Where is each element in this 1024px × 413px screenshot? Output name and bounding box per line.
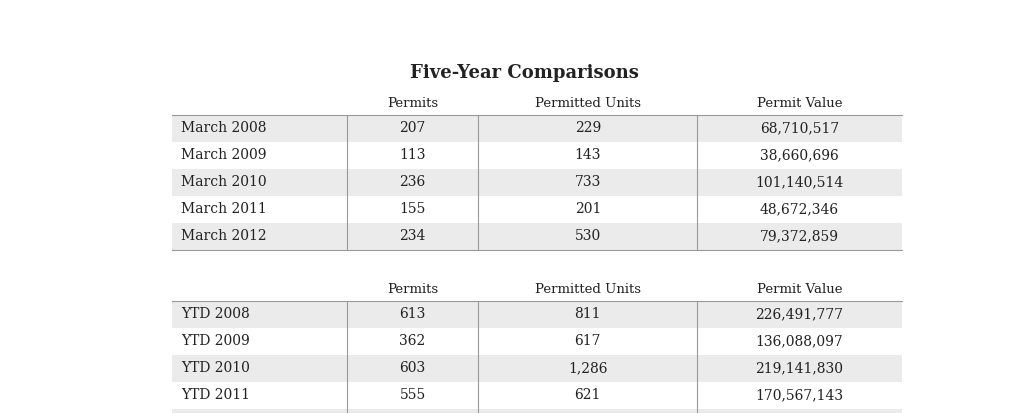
Bar (172, 355, 902, 382)
Text: 530: 530 (574, 229, 601, 243)
Text: Permitted Units: Permitted Units (535, 283, 641, 296)
Text: 79,372,859: 79,372,859 (760, 229, 839, 243)
Text: 226,491,777: 226,491,777 (756, 307, 844, 321)
Text: 207: 207 (399, 121, 426, 135)
Text: 733: 733 (574, 176, 601, 189)
Text: 1,286: 1,286 (568, 361, 607, 375)
Text: 113: 113 (399, 148, 426, 162)
Text: Five-Year Comparisons: Five-Year Comparisons (411, 64, 639, 82)
Text: 603: 603 (399, 361, 426, 375)
Text: 155: 155 (399, 202, 426, 216)
Text: March 2011: March 2011 (181, 202, 267, 216)
Text: 621: 621 (574, 388, 601, 402)
Text: 811: 811 (574, 307, 601, 321)
Text: YTD 2009: YTD 2009 (181, 335, 250, 348)
Text: March 2012: March 2012 (181, 229, 267, 243)
Text: 38,660,696: 38,660,696 (760, 148, 839, 162)
Text: 613: 613 (399, 307, 426, 321)
Text: 219,141,830: 219,141,830 (756, 361, 844, 375)
Text: 362: 362 (399, 335, 426, 348)
Text: 170,567,143: 170,567,143 (756, 388, 844, 402)
Text: Permit Value: Permit Value (757, 283, 843, 296)
Text: 143: 143 (574, 148, 601, 162)
Bar (172, 196, 902, 223)
Text: 136,088,097: 136,088,097 (756, 335, 844, 348)
Text: YTD 2010: YTD 2010 (181, 361, 250, 375)
Text: 101,140,514: 101,140,514 (756, 176, 844, 189)
Text: Permits: Permits (387, 283, 438, 296)
Text: 555: 555 (399, 388, 426, 402)
Bar (172, 142, 902, 169)
Text: March 2008: March 2008 (181, 121, 266, 135)
Text: 48,672,346: 48,672,346 (760, 202, 839, 216)
Text: Permitted Units: Permitted Units (535, 97, 641, 110)
Bar (172, 169, 902, 196)
Bar (172, 409, 902, 413)
Text: March 2009: March 2009 (181, 148, 266, 162)
Text: 201: 201 (574, 202, 601, 216)
Text: 234: 234 (399, 229, 426, 243)
Text: Permit Value: Permit Value (757, 97, 843, 110)
Text: 617: 617 (574, 335, 601, 348)
Bar (172, 115, 902, 142)
Bar (172, 382, 902, 409)
Text: 229: 229 (574, 121, 601, 135)
Text: 68,710,517: 68,710,517 (760, 121, 840, 135)
Text: 236: 236 (399, 176, 426, 189)
Bar (172, 301, 902, 328)
Bar (172, 328, 902, 355)
Text: YTD 2008: YTD 2008 (181, 307, 250, 321)
Bar (172, 223, 902, 250)
Text: YTD 2011: YTD 2011 (181, 388, 250, 402)
Text: Permits: Permits (387, 97, 438, 110)
Text: March 2010: March 2010 (181, 176, 267, 189)
